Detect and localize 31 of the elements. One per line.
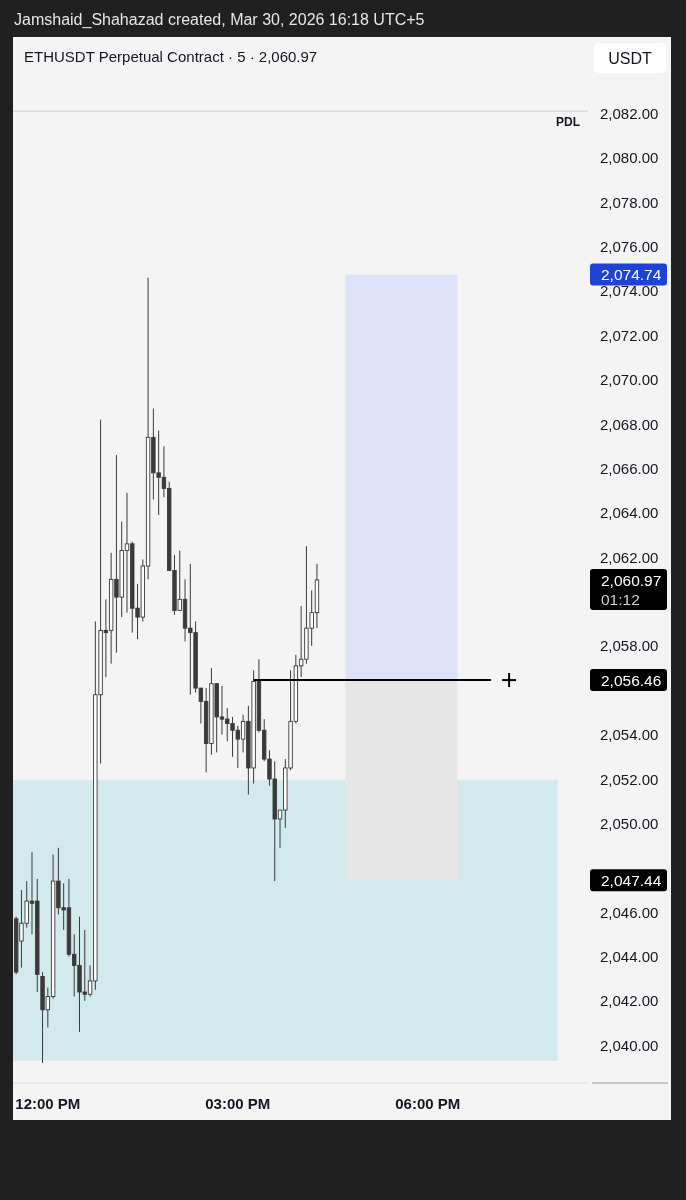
y-tick-label: 2,044.00 [600,948,659,966]
y-tick-label: 2,070.00 [600,371,659,389]
y-tick-label: 2,082.00 [600,104,659,122]
y-tick-label: 2,050.00 [600,814,659,832]
y-tick-label: 2,066.00 [600,459,659,477]
x-tick-label: 12:00 PM [15,1094,81,1112]
y-tick-label: 2,080.00 [600,149,659,167]
y-tick-label: 2,060.97 [601,571,662,589]
y-tick-label: 2,058.00 [600,637,659,655]
y-tick-label: 2,047.44 [601,871,662,889]
y-tick-label: 2,076.00 [600,238,659,256]
y-tick-label: 2,078.00 [600,193,659,211]
x-tick-label: 06:00 PM [395,1094,461,1112]
text: 01:12 [601,590,640,608]
y-tick-label: 2,062.00 [600,548,659,566]
y-tick-label: 2,040.00 [600,1036,659,1054]
y-tick-label: 2,046.00 [600,903,659,921]
y-tick-label: 2,074.74 [601,266,662,284]
y-axis-title: USDT [608,49,652,67]
y-tick-label: 2,074.00 [600,282,659,300]
y-tick-label: 2,072.00 [600,326,659,344]
text: ETHUSDT Perpetual Contract · 5 · 2,060.97 [24,47,318,65]
y-tick-label: 2,056.46 [601,671,662,689]
ref-line-label: PDL [556,115,580,130]
x-tick-label: 03:00 PM [205,1094,271,1112]
y-tick-label: 2,068.00 [600,415,659,433]
y-tick-label: 2,042.00 [600,992,659,1010]
y-tick-label: 2,052.00 [600,770,659,788]
y-tick-label: 2,054.00 [600,726,659,744]
chart-subtitle: Jamshaid_Shahazad created, Mar 30, 2026 16:18 UTC+5 [14,10,425,29]
y-tick-label: 2,064.00 [600,504,659,522]
